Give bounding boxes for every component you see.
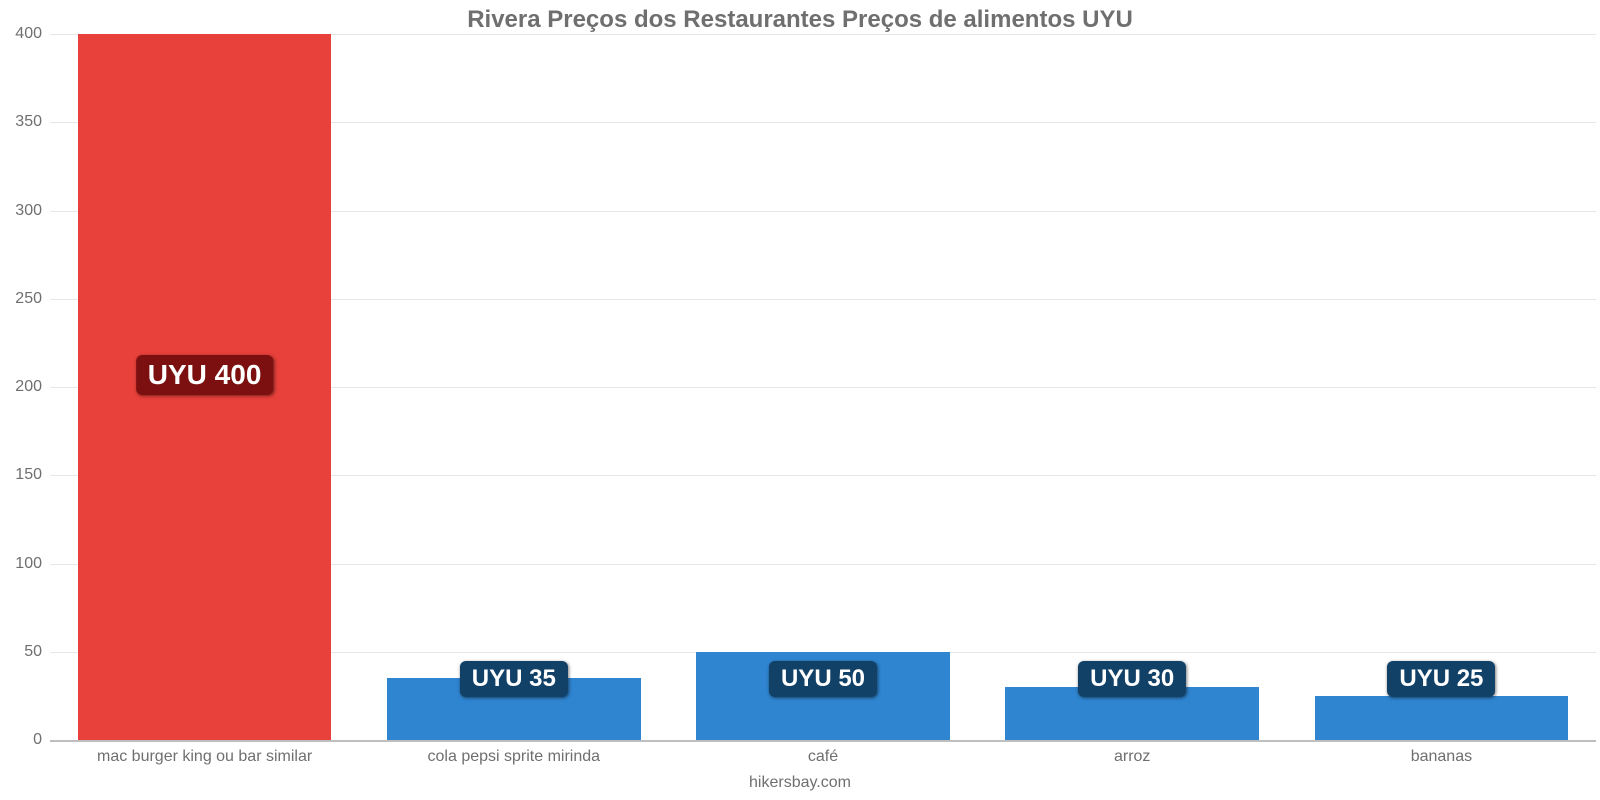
value-badge: UYU 50 (769, 661, 877, 697)
y-tick-label: 250 (2, 290, 42, 308)
chart-footer-credit: hikersbay.com (0, 774, 1600, 792)
y-tick-label: 0 (2, 731, 42, 749)
y-tick-label: 400 (2, 25, 42, 43)
y-tick-label: 100 (2, 555, 42, 573)
value-badge: UYU 30 (1078, 661, 1186, 697)
price-bar-chart: Rivera Preços dos Restaurantes Preços de… (0, 0, 1600, 800)
y-tick-label: 150 (2, 466, 42, 484)
y-tick-label: 300 (2, 202, 42, 220)
price-bar (1315, 696, 1569, 740)
value-badge: UYU 35 (460, 661, 568, 697)
chart-title: Rivera Preços dos Restaurantes Preços de… (0, 6, 1600, 34)
y-tick-label: 50 (2, 643, 42, 661)
value-badge: UYU 400 (136, 355, 274, 395)
plot-area: 050100150200250300350400mac burger king … (50, 34, 1596, 740)
x-tick-label: bananas (1411, 740, 1472, 766)
y-tick-label: 350 (2, 113, 42, 131)
value-badge: UYU 25 (1387, 661, 1495, 697)
x-tick-label: mac burger king ou bar similar (97, 740, 312, 766)
x-tick-label: arroz (1114, 740, 1150, 766)
x-tick-label: cola pepsi sprite mirinda (428, 740, 601, 766)
x-tick-label: café (808, 740, 838, 766)
y-tick-label: 200 (2, 378, 42, 396)
